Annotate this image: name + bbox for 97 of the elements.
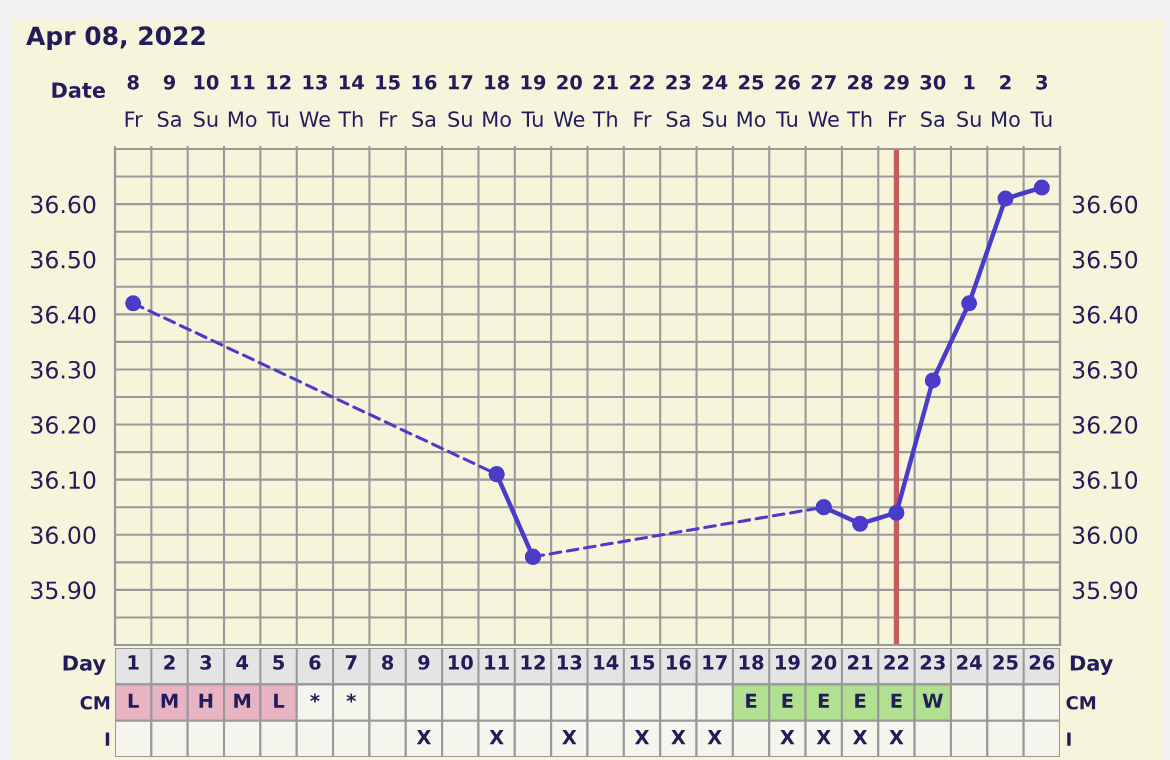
x-tick-label: 9 [418, 655, 430, 670]
x2-tick-label: 12 Tu [267, 74, 291, 128]
x2-tick-label: 23 Sa [666, 74, 691, 128]
x2-tick-label: 18 Mo [483, 74, 511, 128]
y2-tick-label: I [1067, 732, 1071, 746]
x2-tick-label: 17 Su [448, 75, 473, 128]
y2-tick-label: 36.20 [1072, 416, 1138, 434]
text: X [489, 730, 504, 745]
x2-tick-label: 9 Sa [157, 74, 181, 128]
x2-tick-label: 27 We [808, 74, 839, 128]
chart-title: Apr 08, 2022 [26, 26, 205, 51]
y2-tick-label: 36.60 [1072, 195, 1138, 214]
text: X [816, 730, 831, 745]
y-tick-label: 36.60 [31, 195, 96, 214]
x-tick-label: 17 [703, 655, 727, 670]
x-tick-label: 18 [739, 655, 764, 670]
text: X [707, 730, 722, 745]
x2-tick-label: 10 Su [194, 74, 219, 128]
text: Day [1070, 655, 1113, 676]
text: M [161, 693, 178, 708]
x-tick-label: 22 [884, 655, 909, 670]
text: H [199, 693, 213, 708]
x-tick-label: 19 [776, 655, 800, 670]
x2-tick-label: 8 Fr [125, 74, 143, 127]
x-tick-label: 20 [811, 655, 837, 670]
x-tick-label: 24 [957, 655, 982, 670]
text: E [855, 693, 866, 708]
text: M [234, 693, 251, 708]
text: L [128, 693, 139, 708]
x-tick-label: 23 [920, 655, 945, 670]
x2-tick-label: 25 Mo [737, 74, 766, 128]
text: X [852, 730, 868, 745]
y-tick-label: 36.40 [31, 305, 96, 324]
text: * [310, 693, 320, 703]
y2-tick-label: 35.90 [1072, 581, 1138, 600]
text: E [782, 693, 793, 708]
y-tick-label: 36.30 [31, 360, 96, 379]
y-tick-label: 36.20 [31, 416, 96, 434]
x-tick-label: 1 [128, 655, 139, 670]
x-tick-label: 25 [993, 655, 1018, 670]
x2-tick-label: 29 Fr [884, 74, 909, 127]
text: X [780, 730, 795, 745]
x2-axis-title: Date [52, 82, 105, 99]
y2-tick-label: 36.30 [1072, 360, 1138, 379]
x2-tick-label: 3 Tu [1030, 74, 1052, 128]
x2-tick-label: 26 Tu [775, 74, 800, 128]
x-tick-label: 16 [667, 655, 691, 670]
text: X [416, 730, 432, 745]
x2-tick-label: 13 We [299, 74, 330, 128]
x-tick-label: 10 [448, 655, 473, 670]
text: X [634, 730, 650, 745]
y-tick-label: 36.10 [31, 471, 96, 489]
y2-tick-label: 36.10 [1072, 471, 1138, 489]
x-tick-label: 4 [236, 655, 249, 670]
x2-tick-label: 22 Fr [630, 74, 654, 127]
y-tick-label: 36.00 [31, 526, 96, 545]
x-tick-label: 5 [273, 655, 284, 670]
y2-tick-label: 36.40 [1072, 305, 1138, 324]
x2-tick-label: 21 Th [592, 74, 618, 127]
text: E [746, 693, 757, 708]
x-tick-label: 11 [485, 655, 509, 670]
text: E [818, 693, 829, 708]
x-axis-title: Day [63, 655, 106, 676]
text: L [274, 693, 285, 708]
x2-tick-label: 11 Mo [228, 75, 257, 128]
y-tick-label: 36.50 [31, 250, 96, 269]
text: X [562, 730, 577, 745]
x2-tick-label: 30 Sa [920, 74, 946, 128]
x-tick-label: 21 [848, 655, 873, 670]
y-tick-label: 35.90 [31, 581, 96, 600]
x2-tick-label: 24 Su [702, 74, 728, 128]
x-tick-label: 13 [557, 655, 582, 670]
x-tick-label: 3 [200, 655, 212, 670]
x2-tick-label: 28 Th [847, 74, 873, 127]
x-tick-label: 7 [345, 655, 357, 670]
text: W [922, 693, 943, 708]
x-tick-label: 2 [164, 655, 175, 670]
x2-tick-label: 2 Mo [992, 74, 1020, 128]
x-tick-label: 14 [594, 655, 619, 670]
x2-tick-label: 1 Su [957, 75, 981, 128]
y2-tick-label: CM [1066, 695, 1096, 710]
x-tick-label: 26 [1029, 655, 1055, 670]
x-tick-label: 15 [630, 655, 655, 670]
y2-tick-label: 36.50 [1072, 250, 1138, 269]
x2-tick-label: 16 Sa [412, 74, 437, 128]
x2-tick-label: 19 Tu [521, 74, 546, 128]
y2-tick-label: 36.00 [1072, 526, 1138, 545]
x2-tick-label: 14 Th [338, 75, 364, 127]
x-tick-label: 12 [521, 655, 545, 670]
text: X [889, 730, 904, 745]
text: X [671, 730, 686, 745]
text: E [891, 693, 902, 708]
x-tick-label: 8 [382, 655, 394, 670]
x2-tick-label: 15 Fr [376, 75, 400, 127]
x-tick-label: 6 [309, 655, 321, 670]
x2-tick-label: 20 We [553, 74, 585, 128]
text: * [346, 693, 356, 703]
